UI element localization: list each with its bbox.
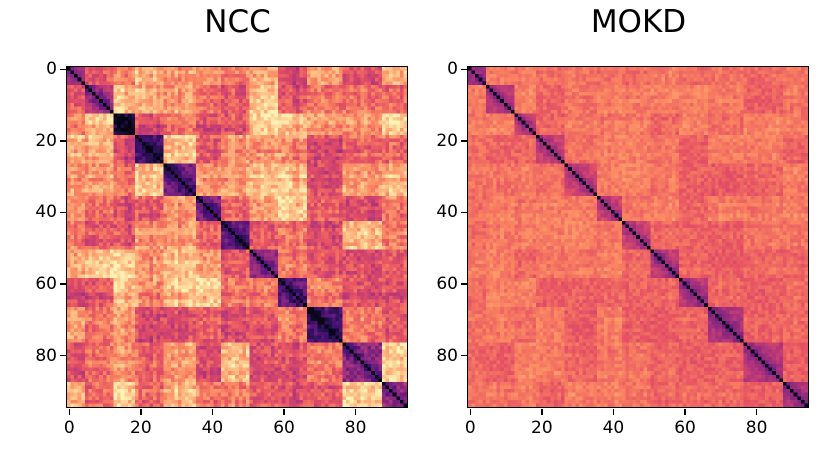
y-tick-label: 60 (35, 274, 57, 295)
y-tick-mark (461, 354, 467, 357)
x-tick-mark (612, 409, 615, 415)
y-tick-mark (461, 283, 467, 285)
x-tick-label: 20 (130, 418, 152, 438)
x-tick-label: 60 (273, 418, 295, 438)
y-tick-mark (461, 140, 467, 142)
x-tick-mark (140, 409, 142, 415)
x-tick-label: 0 (63, 418, 75, 438)
x-tick-mark (354, 409, 357, 415)
x-tick-mark (541, 409, 543, 415)
mokd-heatmap-canvas (468, 67, 808, 407)
x-tick-label: 40 (201, 418, 224, 438)
x-tick-label: 60 (674, 418, 696, 438)
x-tick-mark (755, 409, 758, 415)
y-tick-label: 40 (35, 202, 57, 223)
x-tick-label: 80 (344, 418, 367, 438)
x-tick-mark (211, 409, 214, 415)
x-tick-mark (68, 409, 71, 415)
y-tick-label: 80 (436, 345, 458, 366)
x-tick-mark (283, 409, 285, 415)
x-tick-label: 80 (745, 418, 768, 438)
y-tick-mark (461, 68, 467, 71)
x-tick-label: 40 (602, 418, 625, 438)
y-tick-label: 0 (46, 59, 57, 80)
x-tick-label: 20 (531, 418, 553, 438)
y-tick-mark (60, 283, 66, 285)
ncc-heatmap-canvas (67, 67, 407, 407)
ncc-heatmap (66, 66, 408, 408)
x-tick-label: 0 (464, 418, 476, 438)
mokd-subplot: MOKD 0 20 40 60 80 0 20 40 60 80 (436, 0, 810, 474)
y-tick-label: 20 (35, 130, 57, 151)
y-tick-label: 60 (436, 274, 458, 295)
y-tick-mark (60, 211, 66, 214)
y-tick-mark (60, 354, 66, 357)
y-tick-mark (60, 140, 66, 142)
y-tick-label: 20 (436, 130, 458, 151)
ncc-subplot: NCC 0 20 40 60 80 0 20 40 60 80 (35, 0, 409, 474)
x-tick-mark (684, 409, 686, 415)
y-tick-label: 40 (436, 202, 458, 223)
ncc-title: NCC (204, 4, 271, 40)
mokd-title: MOKD (590, 4, 687, 40)
y-tick-mark (60, 68, 66, 71)
mokd-heatmap (467, 66, 809, 408)
x-tick-mark (469, 409, 472, 415)
y-tick-label: 80 (35, 345, 57, 366)
y-tick-label: 0 (447, 59, 458, 80)
y-tick-mark (461, 211, 467, 214)
